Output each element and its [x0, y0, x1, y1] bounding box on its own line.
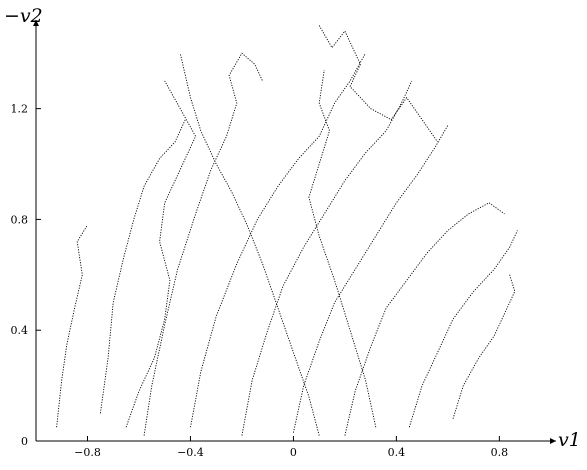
trajectory-line — [56, 224, 88, 428]
x-tick-label: 0 — [290, 446, 297, 459]
tick-layer: −0.8 −0.4 0 0.4 0.8 0 0.4 0.8 1.2 — [11, 103, 509, 459]
trajectory-line — [241, 80, 413, 436]
x-tick-label: 0.8 — [491, 446, 509, 459]
trajectory-line — [99, 119, 186, 414]
x-tick-label: −0.8 — [74, 446, 101, 459]
trajectory-line — [292, 125, 449, 433]
y-tick-label: 0.4 — [11, 324, 29, 337]
x-tick-label: 0.4 — [388, 446, 406, 459]
y-tick-label: 1.2 — [11, 103, 29, 116]
trajectory-layer — [56, 25, 518, 436]
trajectory-line — [344, 202, 505, 436]
x-tick-label: −0.4 — [177, 446, 204, 459]
trajectory-line — [452, 274, 516, 419]
trajectory-line — [190, 52, 366, 428]
y-axis-label: −v2 — [4, 5, 43, 27]
trajectory-line — [318, 25, 438, 143]
y-tick-label: 0.8 — [11, 213, 29, 226]
trajectory-line — [143, 52, 263, 436]
x-axis-label: v1 — [558, 429, 581, 451]
trajectory-line — [125, 80, 197, 428]
trajectory-line — [408, 230, 518, 428]
y-tick-label: 0 — [21, 435, 28, 448]
trajectory-line — [308, 69, 377, 428]
trajectory-line — [179, 53, 320, 436]
